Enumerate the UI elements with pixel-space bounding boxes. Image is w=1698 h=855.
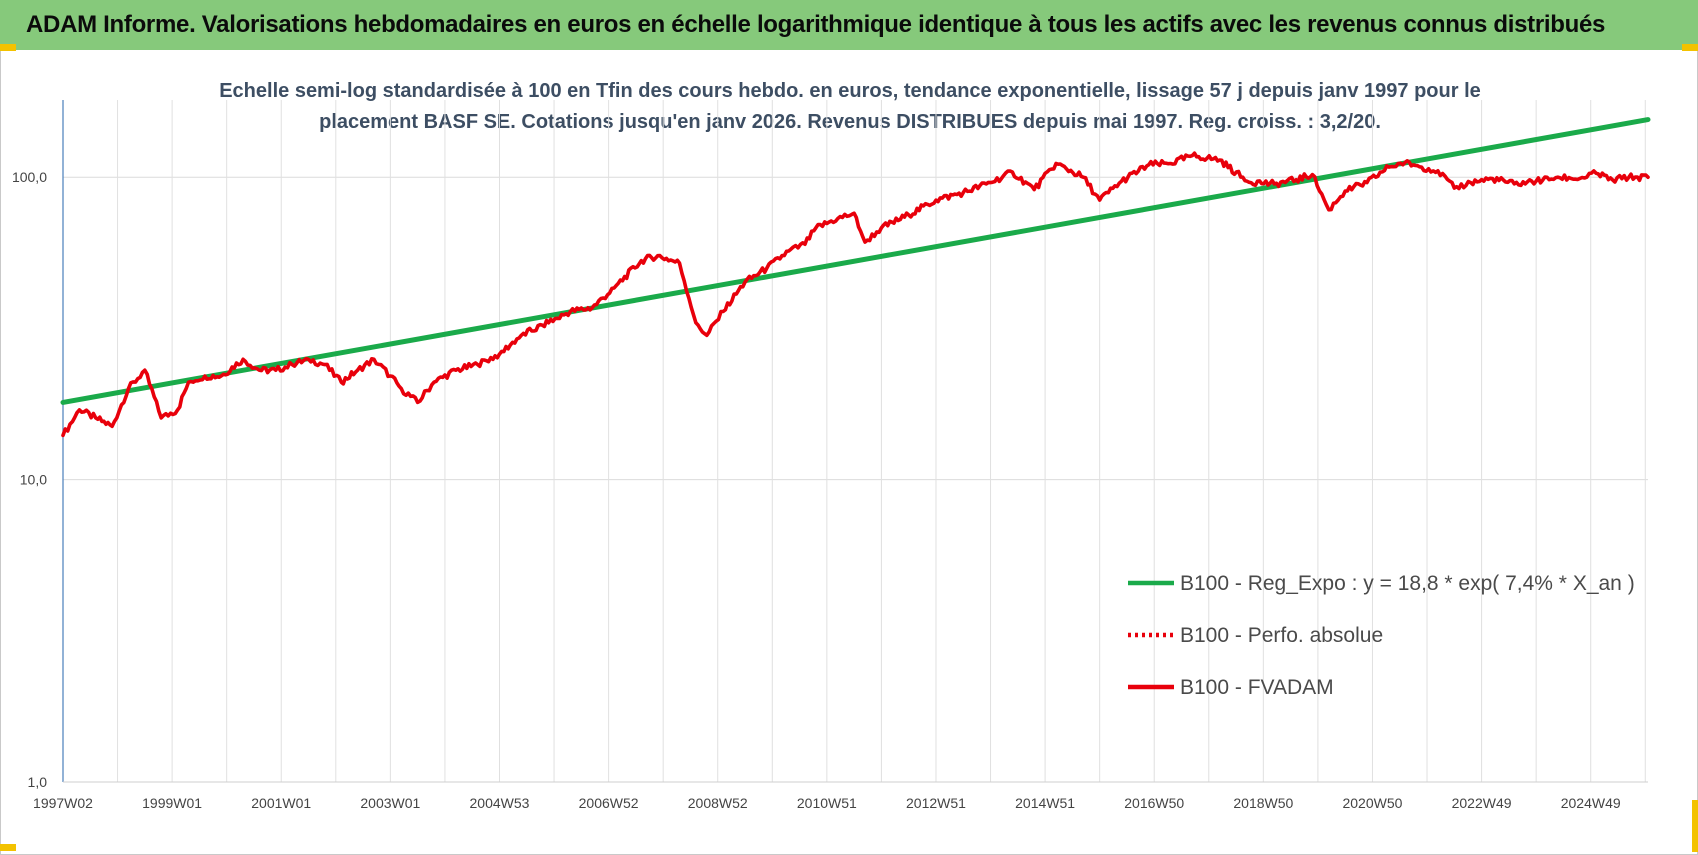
- x-tick-label: 1999W01: [142, 795, 202, 811]
- grid-lines: [62, 100, 1648, 783]
- y-tick-label: 10,0: [20, 472, 47, 488]
- x-tick-label: 2004W53: [470, 795, 530, 811]
- legend-label-1: B100 - Reg_Expo : y = 18,8 * exp( 7,4% *…: [1180, 572, 1635, 595]
- chart-title: Echelle semi-log standardisée à 100 en T…: [150, 76, 1550, 138]
- corner-mark-bottom-right: [1692, 800, 1698, 852]
- x-tick-label: 2010W51: [797, 795, 857, 811]
- chart-title-line-2: placement BASF SE. Cotations jusqu'en ja…: [319, 111, 1381, 133]
- legend-label-3: B100 - FVADAM: [1180, 676, 1334, 699]
- corner-mark-top-right: [1682, 44, 1698, 51]
- x-tick-label: 2014W51: [1015, 795, 1075, 811]
- legend: B100 - Reg_Expo : y = 18,8 * exp( 7,4% *…: [1128, 572, 1635, 699]
- axes: 1,0 10,0 100,0 1997W02 1999W01 2001W01 2003W01…: [12, 100, 1648, 811]
- x-tick-label: 2008W52: [688, 795, 748, 811]
- corner-mark-top-left: [0, 44, 16, 51]
- x-tick-label: 2012W51: [906, 795, 966, 811]
- x-tick-label: 2022W49: [1452, 795, 1512, 811]
- y-tick-label: 100,0: [12, 169, 47, 185]
- y-tick-label: 1,0: [28, 774, 48, 790]
- corner-mark-bottom-left: [0, 844, 16, 851]
- series-layer: [60, 117, 1651, 438]
- x-tick-label: 2001W01: [251, 795, 311, 811]
- series-line-3: [61, 151, 1650, 438]
- x-tick-label: 2003W01: [360, 795, 420, 811]
- legend-label-2: B100 - Perfo. absolue: [1180, 624, 1383, 647]
- series-line-1: [60, 117, 1651, 405]
- x-tick-label: 2016W50: [1124, 795, 1184, 811]
- chart-title-line-1: Echelle semi-log standardisée à 100 en T…: [219, 80, 1481, 102]
- x-tick-label: 2020W50: [1342, 795, 1402, 811]
- x-tick-label: 2024W49: [1561, 795, 1621, 811]
- x-tick-label: 2018W50: [1233, 795, 1293, 811]
- report-banner-title: ADAM Informe. Valorisations hebdomadaire…: [0, 0, 1698, 50]
- x-tick-label: 1997W02: [33, 795, 93, 811]
- x-tick-label: 2006W52: [579, 795, 639, 811]
